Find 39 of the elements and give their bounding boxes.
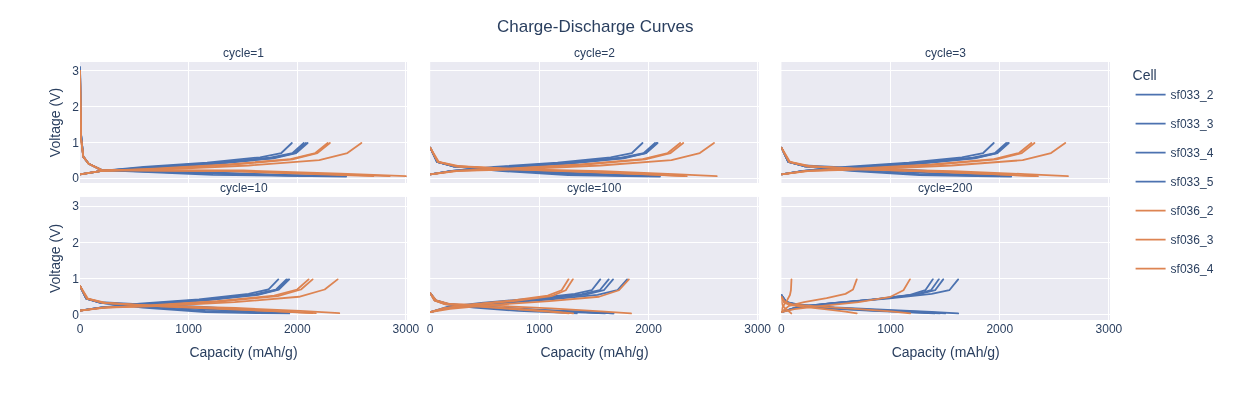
y-tick-label: 2	[72, 235, 80, 250]
y-axis-title: Voltage (V)	[46, 87, 63, 158]
y-tick-label: 0	[72, 308, 80, 323]
x-tick-label: 0	[778, 322, 786, 336]
legend-label: sf033_5	[1170, 175, 1214, 190]
legend-label: sf033_2	[1170, 88, 1214, 103]
y-tick-label: 0	[72, 171, 80, 186]
text: Charge-Discharge Curves	[497, 17, 694, 36]
legend-label: sf036_3	[1170, 233, 1214, 248]
chart-title: cycle=3	[925, 46, 967, 60]
legend-label: sf033_3	[1170, 117, 1214, 132]
x-tick-label: 3000	[392, 322, 420, 336]
chart-title: cycle=1	[223, 46, 265, 60]
x-tick-label: 3000	[1095, 322, 1123, 336]
y-tick-label: 3	[72, 199, 80, 214]
chart-title: cycle=2	[574, 46, 616, 60]
x-tick-label: 2000	[283, 322, 311, 336]
legend-label: sf033_4	[1170, 146, 1214, 161]
legend-label: sf036_2	[1170, 204, 1214, 219]
x-tick-label: 2000	[986, 322, 1014, 336]
x-tick-label: 1000	[526, 322, 554, 336]
x-axis-title: Capacity (mAh/g)	[189, 344, 298, 361]
x-tick-label: 1000	[877, 322, 905, 336]
y-tick-label: 1	[72, 135, 80, 150]
x-tick-label: 3000	[744, 322, 772, 336]
x-tick-label: 1000	[175, 322, 203, 336]
legend-label: sf036_4	[1170, 262, 1214, 277]
y-tick-label: 1	[72, 271, 80, 286]
chart-title: cycle=200	[918, 181, 973, 195]
x-tick-label: 2000	[635, 322, 663, 336]
x-axis-title: Capacity (mAh/g)	[891, 344, 1000, 361]
x-axis-title: Capacity (mAh/g)	[540, 344, 649, 361]
chart-title: cycle=10	[220, 181, 269, 195]
y-tick-label: 3	[72, 64, 80, 79]
chart-title: cycle=100	[567, 181, 622, 195]
y-axis-title: Voltage (V)	[46, 223, 63, 294]
x-tick-label: 0	[426, 322, 434, 336]
y-tick-label: 2	[72, 99, 80, 114]
legend-title: Cell	[1132, 67, 1157, 84]
